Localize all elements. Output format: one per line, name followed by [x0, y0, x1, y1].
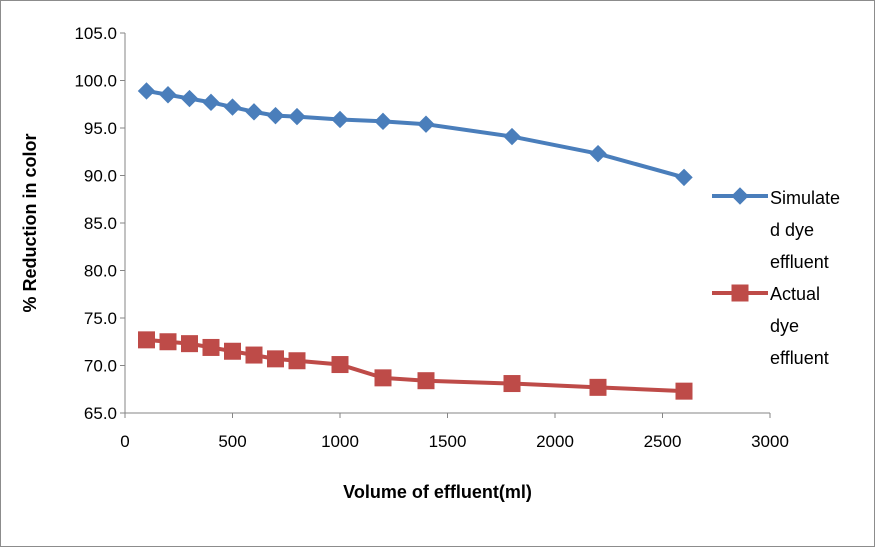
x-axis-ticks: 0 500 1000 1500 2000 2500 3000	[120, 413, 789, 451]
y-tick-label: 100.0	[74, 72, 117, 91]
data-point	[266, 106, 285, 125]
data-point	[331, 110, 349, 129]
y-tick-label: 90.0	[84, 167, 117, 186]
legend-label-line: Simulate	[770, 188, 840, 208]
data-point	[138, 331, 155, 349]
data-point	[417, 372, 435, 390]
data-point	[245, 103, 263, 121]
x-tick-label: 1000	[321, 432, 359, 451]
legend-label-line: dye	[770, 316, 799, 336]
data-point	[675, 382, 693, 400]
data-point	[159, 86, 177, 104]
data-point	[159, 333, 177, 351]
legend-entry-actual: Actual dye effluent	[712, 284, 829, 368]
data-point	[288, 352, 306, 370]
x-axis-title: Volume of effluent(ml)	[343, 482, 532, 502]
x-tick-label: 500	[218, 432, 246, 451]
data-point	[224, 342, 241, 360]
y-tick-label: 75.0	[84, 309, 117, 328]
x-tick-label: 1500	[429, 432, 467, 451]
legend-swatch-marker	[731, 284, 749, 302]
y-tick-label: 85.0	[84, 214, 117, 233]
data-point	[245, 346, 263, 364]
data-point	[503, 375, 521, 393]
series-actual	[138, 331, 693, 400]
data-point	[417, 115, 435, 133]
legend: Simulate d dye effluent Actual dye effluent	[712, 187, 840, 368]
legend-label: Simulate d dye effluent	[770, 188, 840, 272]
data-point	[267, 350, 284, 368]
data-point	[589, 378, 607, 396]
data-point	[180, 89, 199, 108]
data-point	[675, 168, 693, 187]
x-tick-label: 0	[120, 432, 129, 451]
series-simulated	[137, 82, 693, 187]
legend-label: Actual dye effluent	[770, 284, 829, 368]
data-point	[202, 338, 220, 356]
data-point	[202, 93, 220, 112]
legend-entry-simulated: Simulate d dye effluent	[712, 187, 840, 272]
data-point	[288, 107, 306, 126]
y-axis-title: % Reduction in color	[20, 133, 40, 312]
legend-label-line: Actual	[770, 284, 820, 304]
legend-label-line: effluent	[770, 252, 829, 272]
data-point	[589, 144, 607, 163]
y-tick-label: 80.0	[84, 262, 117, 281]
y-tick-label: 95.0	[84, 119, 117, 138]
series-group	[137, 82, 693, 400]
legend-label-line: effluent	[770, 348, 829, 368]
y-axis-ticks: 65.0 70.0 75.0 80.0 85.0 90.0 95.0 100.0 105.0	[74, 24, 125, 423]
data-point	[223, 98, 242, 116]
x-tick-label: 3000	[751, 432, 789, 451]
data-point	[181, 335, 198, 353]
x-tick-label: 2500	[644, 432, 682, 451]
data-point	[374, 112, 392, 131]
x-tick-label: 2000	[536, 432, 574, 451]
y-tick-label: 65.0	[84, 404, 117, 423]
y-tick-label: 70.0	[84, 357, 117, 376]
legend-swatch-marker	[731, 187, 749, 205]
data-point	[503, 127, 521, 146]
y-tick-label: 105.0	[74, 24, 117, 43]
data-point	[331, 356, 349, 374]
data-point	[137, 82, 156, 100]
data-point	[374, 369, 392, 387]
legend-label-line: d dye	[770, 220, 814, 240]
